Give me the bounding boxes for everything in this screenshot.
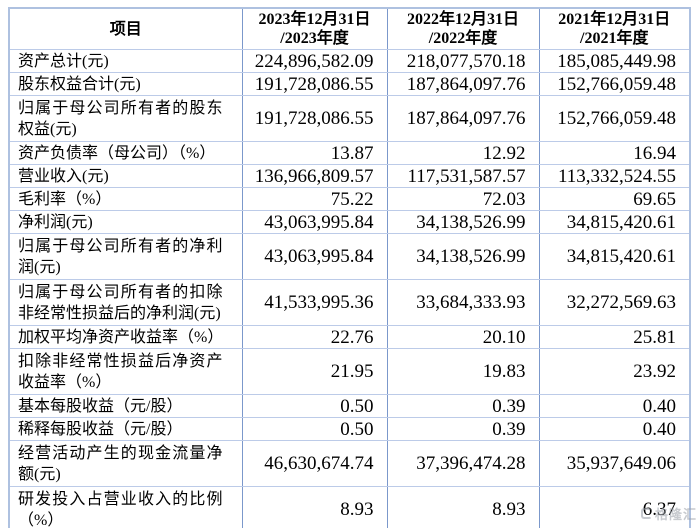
row-label: 资产负债率（母公司）（%） bbox=[8, 141, 243, 165]
table-row: 稀释每股收益（元/股） 0.50 0.39 0.40 bbox=[8, 417, 691, 441]
cell-value: 41,533,995.36 bbox=[241, 279, 388, 326]
cell-value: 191,728,086.55 bbox=[241, 72, 388, 96]
cell-value: 34,138,526.99 bbox=[386, 210, 540, 234]
cell-value: 152,766,059.48 bbox=[538, 95, 691, 142]
table-row: 资产负债率（母公司）（%） 13.87 12.92 16.94 bbox=[8, 141, 691, 165]
header-period-date: 2021年12月31日 bbox=[558, 11, 671, 28]
cell-value: 136,966,809.57 bbox=[241, 164, 388, 188]
header-period-year: /2022年度 bbox=[428, 30, 498, 47]
row-label: 基本每股收益（元/股） bbox=[8, 394, 243, 418]
cell-value: 8.93 bbox=[386, 486, 540, 528]
cell-value: 75.22 bbox=[241, 187, 388, 211]
cell-value: 6.37 bbox=[538, 486, 691, 528]
watermark-logo: 格隆汇 bbox=[640, 504, 697, 523]
header-period-2022: 2022年12月31日 /2022年度 bbox=[386, 7, 540, 50]
cell-value: 21.95 bbox=[241, 348, 388, 395]
cell-value: 34,815,420.61 bbox=[538, 233, 691, 280]
header-period-year: /2021年度 bbox=[580, 30, 649, 47]
row-label: 稀释每股收益（元/股） bbox=[8, 417, 243, 441]
row-label: 营业收入(元) bbox=[8, 164, 243, 188]
cell-value: 37,396,474.28 bbox=[386, 440, 540, 487]
cell-value: 152,766,059.48 bbox=[538, 72, 691, 96]
table-row: 经营活动产生的现金流量净额(元) 46,630,674.74 37,396,474.… bbox=[8, 440, 691, 487]
cell-value: 224,896,582.09 bbox=[241, 49, 388, 73]
cell-value: 43,063,995.84 bbox=[241, 210, 388, 234]
gelonghui-logo-icon bbox=[640, 508, 652, 519]
cell-value: 0.39 bbox=[386, 417, 540, 441]
cell-value: 0.40 bbox=[538, 394, 691, 418]
cell-value: 13.87 bbox=[241, 141, 388, 165]
row-label: 净利润(元) bbox=[8, 210, 243, 234]
cell-value: 72.03 bbox=[386, 187, 540, 211]
cell-value: 0.40 bbox=[538, 417, 691, 441]
cell-value: 19.83 bbox=[386, 348, 540, 395]
row-label: 归属于母公司所有者的股东权益(元) bbox=[8, 95, 243, 142]
table-row: 加权平均净资产收益率（%） 22.76 20.10 25.81 bbox=[8, 325, 691, 349]
cell-value: 46,630,674.74 bbox=[241, 440, 388, 487]
table-row: 净利润(元) 43,063,995.84 34,138,526.99 34,815,4… bbox=[8, 210, 691, 234]
cell-value: 43,063,995.84 bbox=[241, 233, 388, 280]
cell-value: 113,332,524.55 bbox=[538, 164, 691, 188]
cell-value: 34,138,526.99 bbox=[386, 233, 540, 280]
row-label: 股东权益合计(元) bbox=[8, 72, 243, 96]
cell-value: 218,077,570.18 bbox=[386, 49, 540, 73]
table-row: 研发投入占营业收入的比例（%） 8.93 8.93 6.37 bbox=[8, 486, 691, 528]
cell-value: 0.39 bbox=[386, 394, 540, 418]
row-label: 归属于母公司所有者的扣除非经常性损益后的净利润(元) bbox=[8, 279, 243, 326]
table-row: 营业收入(元) 136,966,809.57 117,531,587.57 113,3… bbox=[8, 164, 691, 188]
table-row: 归属于母公司所有者的股东权益(元) 191,728,086.55 187,864,0… bbox=[8, 95, 691, 142]
table-row: 归属于母公司所有者的扣除非经常性损益后的净利润(元) 41,533,995.36 3… bbox=[8, 279, 691, 326]
header-period-date: 2022年12月31日 bbox=[406, 11, 519, 28]
table-row: 基本每股收益（元/股） 0.50 0.39 0.40 bbox=[8, 394, 691, 418]
cell-value: 16.94 bbox=[538, 141, 691, 165]
cell-value: 22.76 bbox=[241, 325, 388, 349]
row-label: 扣除非经常性损益后净资产收益率（%） bbox=[8, 348, 243, 395]
cell-value: 33,684,333.93 bbox=[386, 279, 540, 326]
table-row: 扣除非经常性损益后净资产收益率（%） 21.95 19.83 23.92 bbox=[8, 348, 691, 395]
cell-value: 8.93 bbox=[241, 486, 388, 528]
cell-value: 187,864,097.76 bbox=[386, 72, 540, 96]
header-period-year: /2023年度 bbox=[280, 30, 349, 47]
cell-value: 23.92 bbox=[538, 348, 691, 395]
row-label: 毛利率（%） bbox=[8, 187, 243, 211]
cell-value: 187,864,097.76 bbox=[386, 95, 540, 142]
financial-table: 项目 2023年12月31日 /2023年度 2022年12月31日 /2022… bbox=[8, 7, 691, 528]
header-row: 项目 2023年12月31日 /2023年度 2022年12月31日 /2022… bbox=[8, 7, 691, 50]
cell-value: 35,937,649.06 bbox=[538, 440, 691, 487]
cell-value: 185,085,449.98 bbox=[538, 49, 691, 73]
cell-value: 191,728,086.55 bbox=[241, 95, 388, 142]
table-row: 股东权益合计(元) 191,728,086.55 187,864,097.76 152… bbox=[8, 72, 691, 96]
cell-value: 117,531,587.57 bbox=[386, 164, 540, 188]
row-label: 经营活动产生的现金流量净额(元) bbox=[8, 440, 243, 487]
cell-value: 0.50 bbox=[241, 394, 388, 418]
header-item: 项目 bbox=[8, 7, 243, 50]
cell-value: 32,272,569.63 bbox=[538, 279, 691, 326]
cell-value: 20.10 bbox=[386, 325, 540, 349]
header-period-date: 2023年12月31日 bbox=[258, 11, 371, 28]
header-period-2021: 2021年12月31日 /2021年度 bbox=[538, 7, 691, 50]
table-row: 归属于母公司所有者的净利润(元) 43,063,995.84 34,138,526.… bbox=[8, 233, 691, 280]
cell-value: 25.81 bbox=[538, 325, 691, 349]
row-label: 加权平均净资产收益率（%） bbox=[8, 325, 243, 349]
watermark-text: 格隆汇 bbox=[654, 507, 697, 522]
cell-value: 0.50 bbox=[241, 417, 388, 441]
table-body: 资产总计(元) 224,896,582.09 218,077,570.18 185,0… bbox=[8, 49, 691, 528]
table-row: 资产总计(元) 224,896,582.09 218,077,570.18 185,0… bbox=[8, 49, 691, 73]
header-period-2023: 2023年12月31日 /2023年度 bbox=[241, 7, 388, 50]
cell-value: 69.65 bbox=[538, 187, 691, 211]
row-label: 资产总计(元) bbox=[8, 49, 243, 73]
row-label: 归属于母公司所有者的净利润(元) bbox=[8, 233, 243, 280]
row-label: 研发投入占营业收入的比例（%） bbox=[8, 486, 243, 528]
cell-value: 12.92 bbox=[386, 141, 540, 165]
table-row: 毛利率（%） 75.22 72.03 69.65 bbox=[8, 187, 691, 211]
cell-value: 34,815,420.61 bbox=[538, 210, 691, 234]
